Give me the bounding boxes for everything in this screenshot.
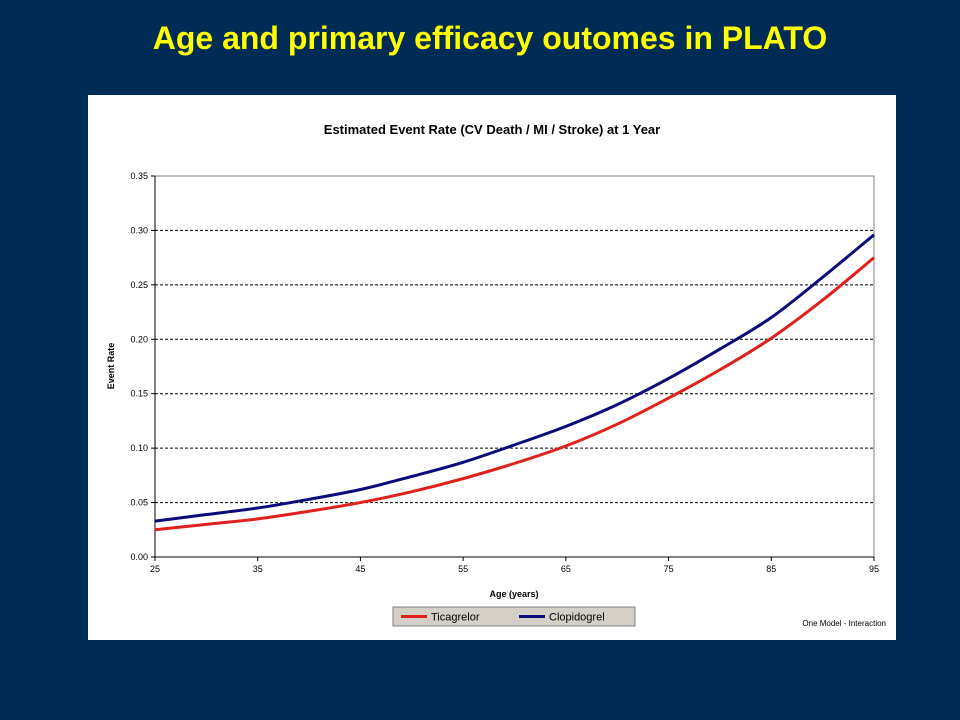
x-tick-label: 55 <box>458 564 468 574</box>
x-axis-label: Age (years) <box>489 589 538 599</box>
series-line-ticagrelor <box>154 256 875 532</box>
x-tick-label: 65 <box>561 564 571 574</box>
axis-layer: 0.00 0.05 0.10 0.15 0.20 0.25 0.30 0.35 25 35 45 55… <box>130 171 879 574</box>
y-tick-label: 0.05 <box>130 498 148 508</box>
line-chart: Estimated Event Rate (CV Death / MI / St… <box>106 122 879 627</box>
plot-area <box>154 175 875 558</box>
series-layer <box>154 233 875 532</box>
y-tick-label: 0.20 <box>130 334 148 344</box>
y-tick-label: 0.10 <box>130 443 148 453</box>
chart-title: Estimated Event Rate (CV Death / MI / St… <box>324 122 660 137</box>
x-tick-label: 95 <box>869 564 879 574</box>
x-tick-label: 35 <box>253 564 263 574</box>
y-tick-label: 0.30 <box>130 225 148 235</box>
y-tick-label: 0.15 <box>130 389 148 399</box>
chart-panel: Estimated Event Rate (CV Death / MI / St… <box>88 95 896 640</box>
grid-layer <box>155 229 874 504</box>
y-tick-label: 0.25 <box>130 280 148 290</box>
legend-box <box>392 606 636 627</box>
series-line-clopidogrel <box>154 233 875 523</box>
legend-label-ticagrelor: Ticagrelor <box>431 612 480 624</box>
model-note: One Model - Interaction <box>802 619 886 628</box>
y-tick-label: 0.35 <box>130 171 148 181</box>
slide-title: Age and primary efficacy outomes in PLAT… <box>152 20 828 56</box>
x-tick-label: 25 <box>150 564 160 574</box>
x-tick-label: 85 <box>766 564 776 574</box>
x-tick-label: 45 <box>355 564 365 574</box>
legend-label-clopidogrel: Clopidogrel <box>549 612 605 624</box>
legend: Ticagrelor Clopidogrel <box>392 606 636 627</box>
y-tick-label: 0.00 <box>130 552 148 562</box>
y-axis-label: Event Rate <box>106 343 116 390</box>
x-tick-label: 75 <box>664 564 674 574</box>
